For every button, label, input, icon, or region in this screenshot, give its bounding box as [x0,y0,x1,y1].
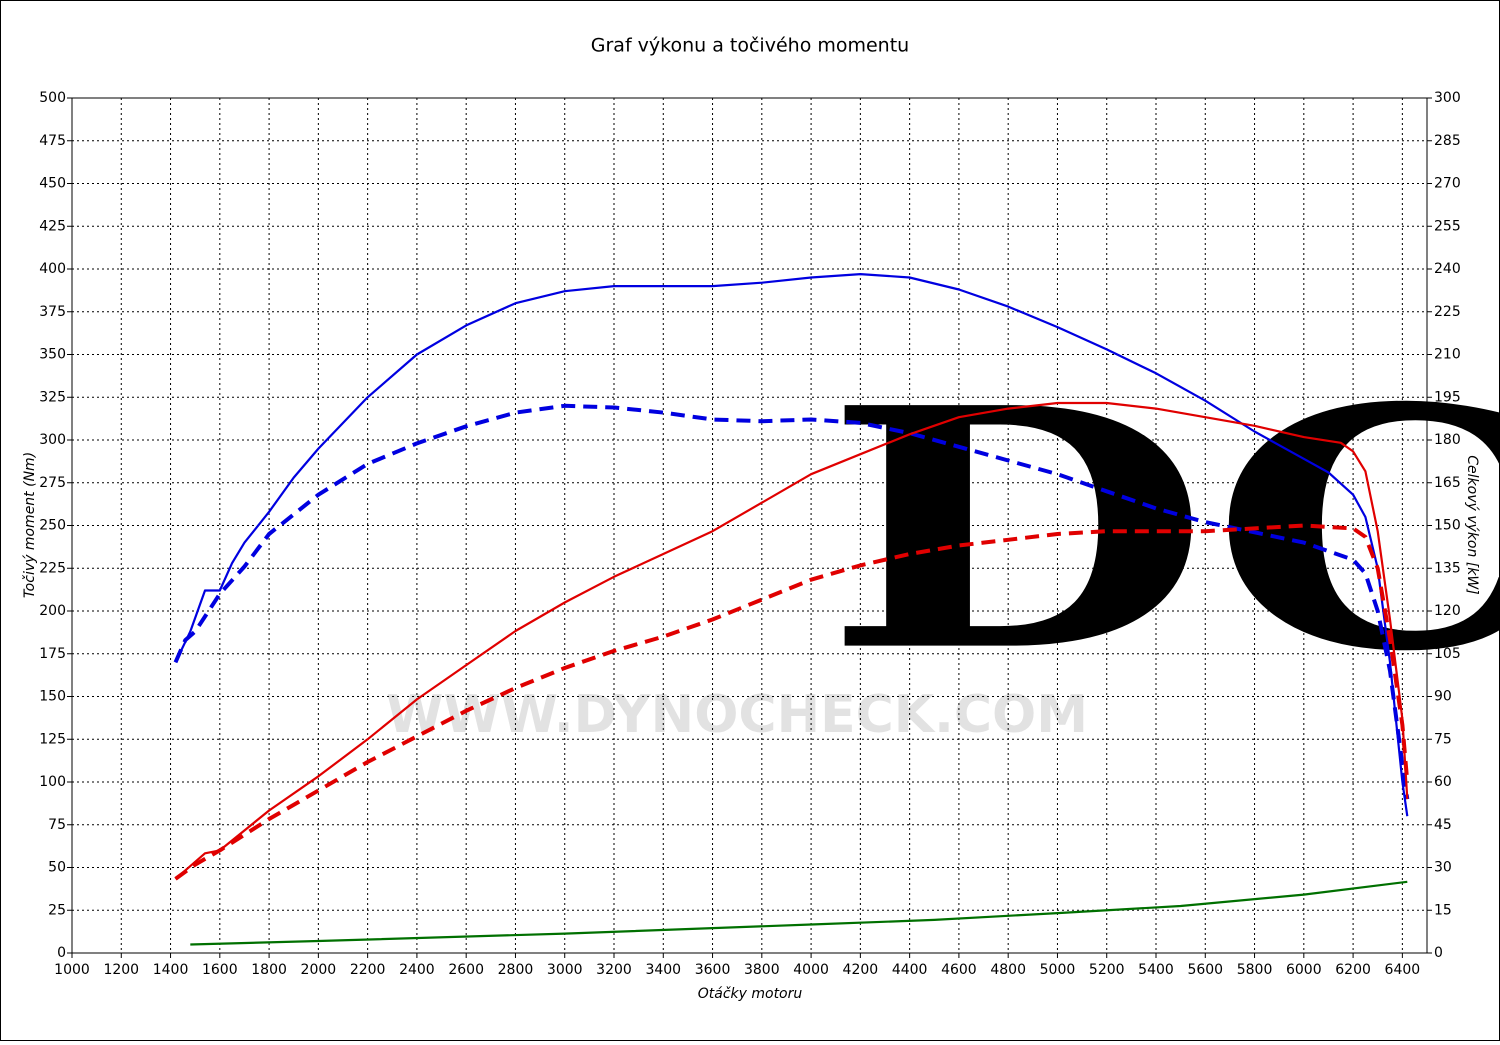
x-tick-label: 4000 [793,962,829,978]
y-tick-label: 275 [39,475,66,491]
x-tick-label: 5400 [1138,962,1174,978]
series-line [190,880,1408,946]
y-tick-label: 425 [39,218,66,234]
y-tick-label: 250 [39,518,66,534]
y2-tick-label: 165 [1434,475,1461,491]
series-line [174,273,1409,817]
y2-tick-label: 240 [1434,261,1461,277]
watermark-url: WWW.DYNOCHECK.COM [386,685,1088,745]
x-tick-label: 3400 [645,962,681,978]
y-tick-label: 475 [39,133,66,149]
x-tick-label: 2800 [498,962,534,978]
x-tick-label: 1400 [153,962,189,978]
x-tick-label: 2000 [301,962,337,978]
y2-tick-label: 45 [1434,817,1452,833]
y2-tick-label: 120 [1434,603,1461,619]
x-tick-label: 4600 [941,962,977,978]
x-tick-label: 1000 [54,962,90,978]
x-tick-label: 6000 [1286,962,1322,978]
y-tick-label: 0 [57,945,66,961]
y2-tick-label: 180 [1434,432,1461,448]
y-tick-label: 225 [39,560,66,576]
x-tick-label: 1200 [103,962,139,978]
x-tick-label: 3200 [596,962,632,978]
y2-tick-label: 150 [1434,518,1461,534]
y-tick-label: 350 [39,347,66,363]
y-tick-label: 25 [48,902,66,918]
plot-frame [71,97,1428,954]
x-tick-label: 5000 [1040,962,1076,978]
series-line [174,523,1410,881]
x-tick-label: 3600 [695,962,731,978]
y2-tick-label: 135 [1434,560,1461,576]
y-tick-label: 400 [39,261,66,277]
y2-tick-label: 90 [1434,689,1452,705]
series-line [173,403,1410,800]
y-tick-label: 375 [39,304,66,320]
x-tick-label: 1800 [251,962,287,978]
y-tick-label: 150 [39,689,66,705]
chart-title: Graf výkonu a točivého momentu [591,35,909,57]
y-tick-label: 125 [39,731,66,747]
x-tick-label: 2400 [399,962,435,978]
y-axis-label: Točivý moment (Nm) [22,452,38,598]
y2-tick-label: 225 [1434,304,1461,320]
x-axis-label: Otáčky motoru [698,986,803,1002]
x-tick-label: 3800 [744,962,780,978]
x-tick-label: 6200 [1335,962,1371,978]
series-line [174,401,1409,880]
x-tick-label: 5800 [1237,962,1273,978]
y-tick-label: 50 [48,860,66,876]
y2-tick-label: 105 [1434,646,1461,662]
x-tick-label: 5600 [1187,962,1223,978]
y2-tick-label: 210 [1434,347,1461,363]
y2-tick-label: 255 [1434,218,1461,234]
y-tick-label: 300 [39,432,66,448]
y2-tick-label: 30 [1434,860,1452,876]
x-tick-label: 4200 [843,962,879,978]
y2-tick-label: 75 [1434,731,1452,747]
y2-tick-label: 15 [1434,902,1452,918]
y-tick-label: 500 [39,90,66,106]
y-tick-label: 200 [39,603,66,619]
y-tick-label: 325 [39,389,66,405]
x-tick-label: 3000 [547,962,583,978]
y-tick-label: 175 [39,646,66,662]
x-tick-label: 4400 [892,962,928,978]
x-tick-label: 6400 [1385,962,1421,978]
x-tick-label: 2600 [448,962,484,978]
y2-tick-label: 300 [1434,90,1461,106]
y-tick-label: 100 [39,774,66,790]
x-tick-label: 2200 [350,962,386,978]
y2-tick-label: 60 [1434,774,1452,790]
y2-axis-label: Celkový výkon [kW] [1464,455,1480,594]
y2-tick-label: 285 [1434,133,1461,149]
x-tick-label: 4800 [990,962,1026,978]
y2-tick-label: 195 [1434,389,1461,405]
y2-tick-label: 0 [1434,945,1443,961]
x-tick-label: 5200 [1089,962,1125,978]
y2-tick-label: 270 [1434,176,1461,192]
x-tick-label: 1600 [202,962,238,978]
y-tick-label: 75 [48,817,66,833]
y-tick-label: 450 [39,176,66,192]
